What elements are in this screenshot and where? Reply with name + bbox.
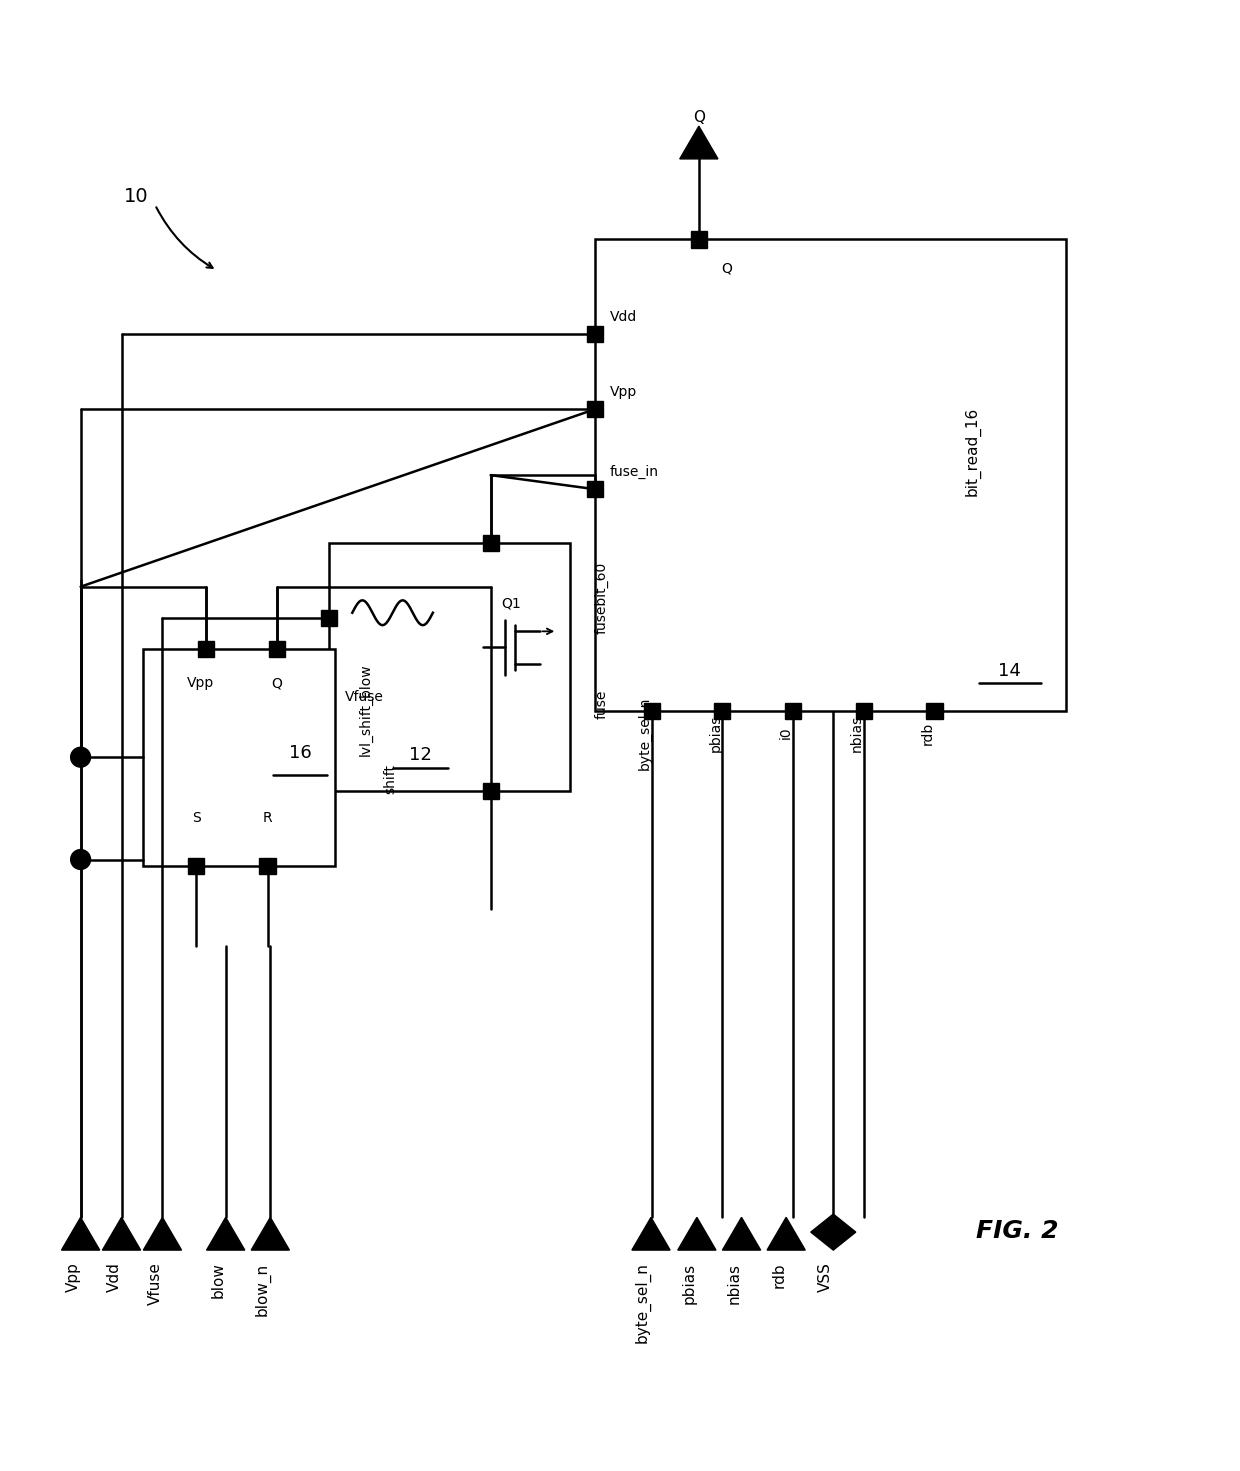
Polygon shape — [207, 1218, 244, 1250]
Text: rdb: rdb — [771, 1262, 786, 1289]
Text: Vdd: Vdd — [107, 1262, 122, 1293]
Text: i0: i0 — [779, 727, 794, 740]
Text: VSS: VSS — [818, 1262, 833, 1293]
Bar — [926, 703, 942, 719]
Text: nbias: nbias — [727, 1262, 742, 1303]
Bar — [143, 649, 335, 866]
Polygon shape — [632, 1218, 670, 1250]
Circle shape — [71, 850, 91, 869]
Text: Vpp: Vpp — [187, 677, 213, 690]
Polygon shape — [680, 127, 718, 159]
Text: Q: Q — [272, 677, 283, 690]
Bar — [785, 703, 801, 719]
Text: 10: 10 — [124, 187, 149, 206]
Bar — [588, 402, 603, 418]
Bar — [269, 641, 285, 656]
Polygon shape — [768, 1218, 805, 1250]
Text: Vdd: Vdd — [610, 310, 637, 324]
Text: 16: 16 — [289, 744, 311, 762]
Polygon shape — [811, 1214, 856, 1250]
Polygon shape — [144, 1218, 181, 1250]
Text: shift: shift — [383, 763, 398, 794]
Text: byte_sel_n: byte_sel_n — [635, 1262, 651, 1343]
Text: blow_n: blow_n — [254, 1262, 270, 1315]
Bar — [482, 783, 498, 799]
Bar — [644, 703, 660, 719]
Bar — [856, 703, 872, 719]
Text: rdb: rdb — [920, 721, 935, 744]
Bar — [588, 481, 603, 497]
Polygon shape — [62, 1218, 99, 1250]
Text: lvl_shift_blow: lvl_shift_blow — [358, 663, 373, 756]
Polygon shape — [678, 1218, 715, 1250]
Text: byte_sel_n: byte_sel_n — [637, 696, 652, 769]
Bar — [595, 240, 1066, 710]
Polygon shape — [252, 1218, 289, 1250]
Text: fusebit_60: fusebit_60 — [594, 562, 609, 634]
Text: nbias: nbias — [849, 715, 864, 752]
Bar — [198, 641, 215, 656]
Text: Q: Q — [693, 110, 704, 125]
Text: pbias: pbias — [708, 715, 723, 752]
Text: S: S — [192, 811, 201, 825]
Bar — [482, 535, 498, 552]
Polygon shape — [723, 1218, 760, 1250]
Text: fuse_in: fuse_in — [610, 465, 660, 480]
Bar — [188, 858, 205, 874]
Text: blow: blow — [211, 1262, 226, 1299]
Text: fuse: fuse — [594, 690, 609, 719]
Circle shape — [71, 747, 91, 766]
Text: Q1: Q1 — [501, 596, 521, 610]
Bar — [588, 325, 603, 341]
Text: 12: 12 — [409, 746, 432, 763]
Bar — [329, 543, 570, 791]
Text: bit_read_16: bit_read_16 — [963, 407, 981, 496]
Text: FIG. 2: FIG. 2 — [976, 1219, 1058, 1243]
Bar — [691, 231, 707, 247]
Bar — [320, 609, 337, 625]
Text: Vfuse: Vfuse — [345, 690, 383, 705]
Polygon shape — [103, 1218, 140, 1250]
Text: pbias: pbias — [682, 1262, 697, 1303]
Bar — [259, 858, 275, 874]
Text: Vfuse: Vfuse — [148, 1262, 162, 1305]
Bar — [714, 703, 730, 719]
Text: R: R — [263, 811, 273, 825]
Text: Vpp: Vpp — [610, 385, 637, 399]
Text: 14: 14 — [998, 662, 1022, 680]
Text: Vpp: Vpp — [66, 1262, 81, 1293]
Text: Q: Q — [722, 262, 732, 277]
